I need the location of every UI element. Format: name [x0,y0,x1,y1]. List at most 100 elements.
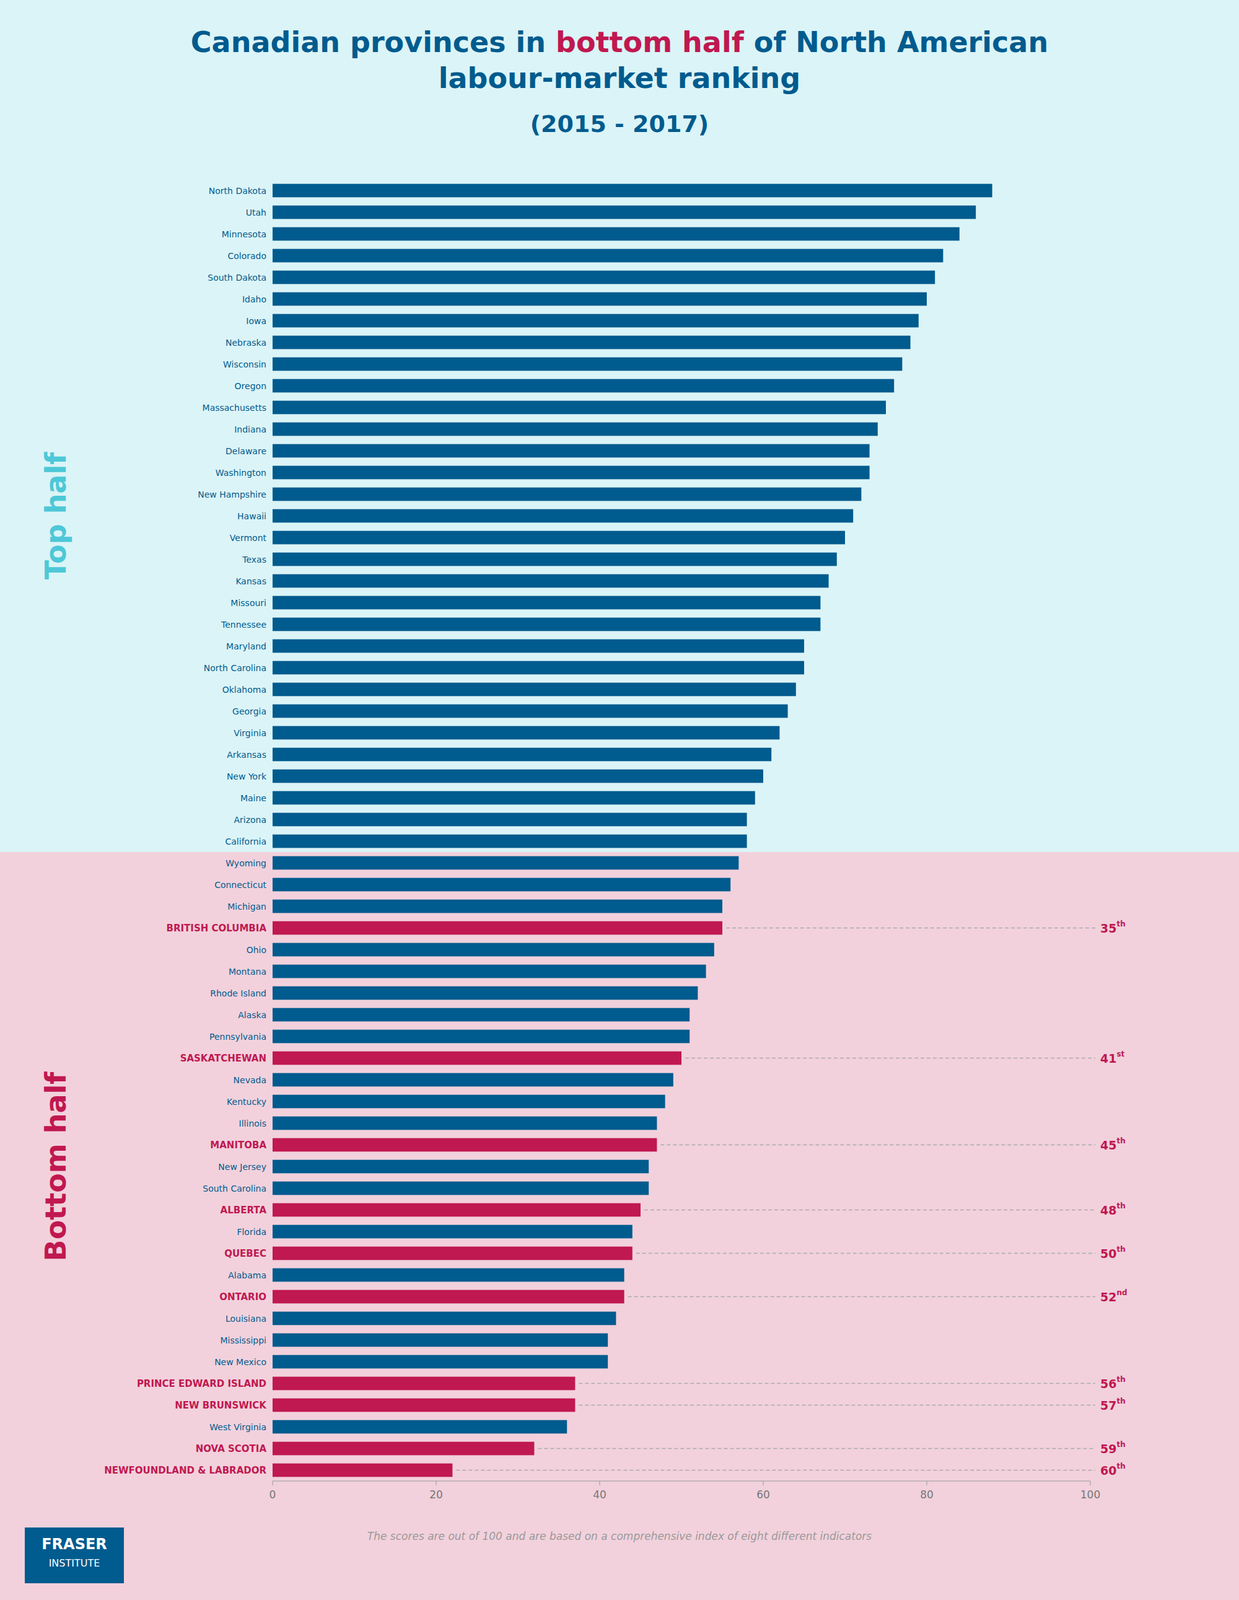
bar [272,1376,575,1391]
bar [272,530,845,545]
rank-leader [537,1447,1096,1450]
bar [272,877,731,892]
rank-label: 35th [1100,919,1126,935]
logo-box [24,1527,124,1583]
bar [272,292,927,307]
bar [272,379,894,393]
category-label: Arizona [233,814,267,825]
category-label: NEWFOUNDLAND & LABRADOR [104,1464,267,1476]
category-label: Texas [241,554,267,565]
category-label: Florida [236,1226,267,1237]
x-tick [1090,1480,1091,1485]
category-label: Colorado [227,250,267,261]
bar [272,270,935,285]
category-label: Connecticut [214,879,267,890]
rank-label: 59th [1100,1439,1126,1456]
bar [272,899,723,914]
bar [272,769,764,784]
title-highlight: bottom half [555,25,745,59]
rank-leader [644,1209,1096,1211]
bar [272,1246,633,1261]
rank-leader [578,1382,1096,1384]
category-label: Kentucky [226,1096,267,1107]
bar [272,205,976,220]
category-label: Nebraska [225,337,267,348]
bar [272,1072,674,1087]
rank-leader [660,1144,1096,1146]
category-label: BRITISH COLUMBIA [166,922,268,934]
bar [272,1138,657,1152]
rank-leader [685,1057,1096,1059]
rank-leader [455,1469,1096,1471]
bar [272,509,854,523]
rank-label: 52nd [1100,1287,1128,1304]
x-tick-label: 40 [592,1488,607,1501]
category-label: Tennessee [220,619,267,630]
category-label: New Hampshire [197,489,267,500]
category-label: Utah [245,207,267,218]
category-label: PRINCE EDWARD ISLAND [136,1377,267,1389]
bar [272,704,789,719]
bar [272,1181,649,1196]
category-label: MANITOBA [210,1139,267,1151]
rank-label: 41st [1100,1049,1126,1065]
logo-text: FRASERINSTITUTE [41,1535,108,1569]
x-tick-label: 0 [269,1488,277,1501]
rank-label: 56th [1100,1374,1126,1391]
bar [272,183,993,198]
category-label: Rhode Island [210,988,267,999]
x-tick [926,1480,928,1485]
title: Canadian provinces in bottom half of Nor… [154,24,1085,97]
category-label: Georgia [232,706,267,717]
bar [272,921,723,935]
bar [272,574,829,588]
bar [272,1007,690,1022]
rank-label: 60th [1100,1461,1126,1477]
bar [272,422,878,437]
bar [272,1354,608,1369]
category-label: South Carolina [202,1183,267,1194]
bar [272,487,862,502]
x-axis-line [272,1480,1091,1482]
bar [272,661,805,675]
rank-leader [726,927,1096,929]
category-label: Oregon [234,380,267,391]
bar [272,1051,682,1065]
bar [272,227,960,241]
category-label: Pennsylvania [209,1031,267,1042]
bar [272,942,715,957]
bar [272,1224,633,1239]
x-tick-label: 100 [1080,1488,1101,1501]
bar [272,1268,625,1282]
category-label: Washington [215,467,267,478]
bar [272,552,837,567]
category-label: California [225,836,267,847]
bar [272,1029,690,1044]
rank-leader [636,1252,1096,1254]
category-label: New Jersey [218,1161,267,1172]
category-label: ALBERTA [220,1204,268,1216]
bar [272,682,797,697]
rank-label: 45th [1100,1136,1126,1152]
x-tick-label: 80 [919,1488,934,1501]
category-label: Kansas [235,576,267,587]
category-label: Alabama [227,1269,267,1280]
bar [272,726,780,740]
category-label: Massachusetts [202,402,267,413]
subtitle: (2015 - 2017) [0,110,1239,138]
bars [272,183,993,1477]
category-label: ONTARIO [219,1291,267,1303]
category-label: Iowa [245,315,267,326]
bar [272,856,739,870]
bar [272,1463,453,1477]
rank-leader [628,1295,1096,1298]
bar [272,1289,625,1304]
category-label: Maryland [226,641,267,652]
category-label: Alaska [237,1009,267,1020]
rank-leader [578,1404,1096,1406]
category-label: Mississippi [219,1335,267,1345]
rank-label: 50th [1100,1244,1126,1261]
category-label: South Dakota [207,272,267,283]
rank-label: 48th [1100,1201,1126,1217]
bar [272,1311,616,1326]
